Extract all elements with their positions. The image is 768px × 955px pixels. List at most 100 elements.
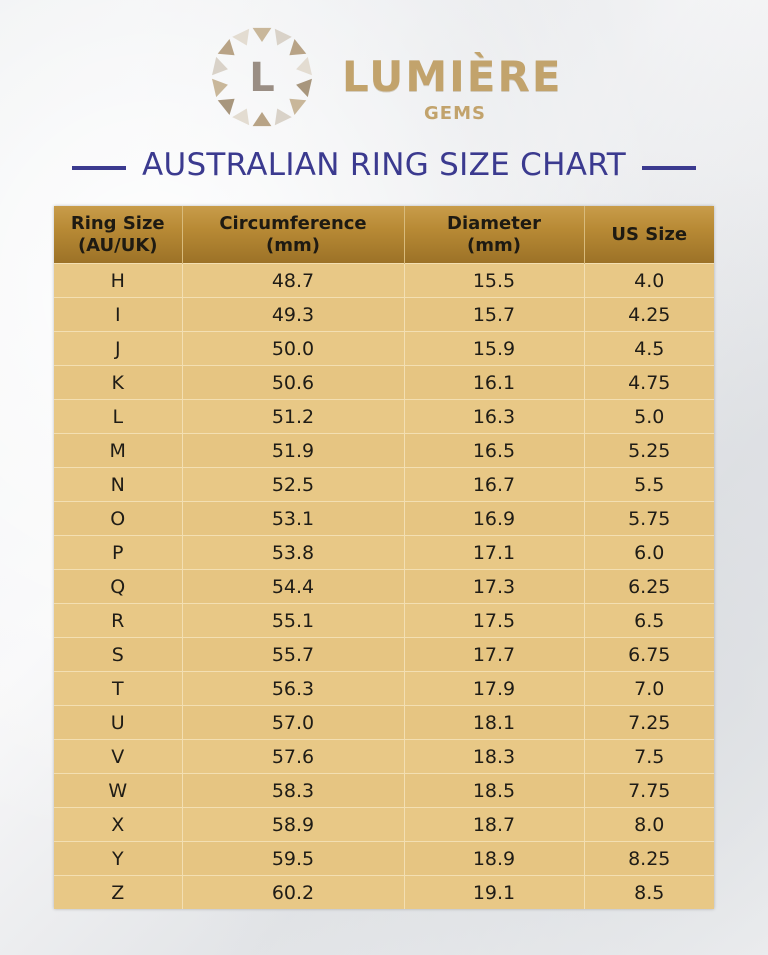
header-line: Circumference	[219, 212, 367, 234]
cell-diameter: 17.1	[404, 535, 585, 570]
cell-us-size: 6.25	[584, 569, 714, 604]
emblem-facet	[289, 39, 307, 56]
table-row: U 57.0 18.1 7.25	[54, 705, 714, 740]
cell-ring-size: Z	[54, 875, 183, 909]
emblem-facet	[274, 108, 292, 126]
cell-ring-size: O	[54, 501, 183, 536]
cell-ring-size: X	[54, 807, 183, 842]
cell-us-size: 4.5	[584, 331, 714, 366]
table-row: R 55.1 17.5 6.5	[54, 603, 714, 638]
diamond-ring-emblem-icon: L	[212, 27, 312, 127]
ring-size-table: Ring Size (AU/UK) Circumference (mm) Dia…	[54, 206, 714, 909]
cell-circumference: 50.6	[182, 365, 405, 400]
cell-ring-size: Q	[54, 569, 183, 604]
table-row: O 53.1 16.9 5.75	[54, 501, 714, 536]
header-line: (mm)	[266, 234, 320, 256]
table-row: J 50.0 15.9 4.5	[54, 331, 714, 366]
cell-ring-size: R	[54, 603, 183, 638]
cell-diameter: 17.3	[404, 569, 585, 604]
logo-letter: L	[249, 55, 275, 101]
cell-circumference: 52.5	[182, 467, 405, 502]
emblem-facet	[252, 27, 272, 42]
cell-circumference: 59.5	[182, 841, 405, 876]
table-row: Z 60.2 19.1 8.5	[54, 875, 714, 909]
cell-us-size: 6.5	[584, 603, 714, 638]
cell-diameter: 18.3	[404, 739, 585, 774]
cell-circumference: 60.2	[182, 875, 405, 909]
cell-diameter: 16.1	[404, 365, 585, 400]
table-body: H 48.7 15.5 4.0 I 49.3 15.7 4.25 J 50.0 15.9 4.5 K 50…	[54, 263, 714, 909]
title-rule-right	[642, 166, 696, 170]
cell-us-size: 8.25	[584, 841, 714, 876]
emblem-facet	[217, 98, 235, 115]
cell-us-size: 6.75	[584, 637, 714, 672]
header-line: Diameter	[447, 212, 541, 234]
cell-diameter: 15.5	[404, 263, 585, 298]
cell-diameter: 16.7	[404, 467, 585, 502]
cell-us-size: 8.5	[584, 875, 714, 909]
table-row: P 53.8 17.1 6.0	[54, 535, 714, 570]
brand-logo: L LUMIÈRE GEMS	[0, 0, 768, 150]
cell-circumference: 58.3	[182, 773, 405, 808]
cell-ring-size: P	[54, 535, 183, 570]
cell-ring-size: S	[54, 637, 183, 672]
header-line: (AU/UK)	[77, 234, 158, 256]
cell-us-size: 7.75	[584, 773, 714, 808]
table-row: K 50.6 16.1 4.75	[54, 365, 714, 400]
table-header-row: Ring Size (AU/UK) Circumference (mm) Dia…	[54, 206, 714, 264]
cell-us-size: 7.25	[584, 705, 714, 740]
emblem-facet	[232, 108, 250, 126]
chart-title-row: AUSTRALIAN RING SIZE CHART	[72, 147, 696, 187]
cell-circumference: 51.2	[182, 399, 405, 434]
table-row: X 58.9 18.7 8.0	[54, 807, 714, 842]
cell-diameter: 17.7	[404, 637, 585, 672]
cell-circumference: 53.1	[182, 501, 405, 536]
header-ring-size: Ring Size (AU/UK)	[54, 206, 183, 264]
table-row: Q 54.4 17.3 6.25	[54, 569, 714, 604]
header-circumference: Circumference (mm)	[182, 206, 405, 264]
cell-us-size: 4.25	[584, 297, 714, 332]
table-row: Y 59.5 18.9 8.25	[54, 841, 714, 876]
table-row: I 49.3 15.7 4.25	[54, 297, 714, 332]
cell-diameter: 15.9	[404, 331, 585, 366]
cell-diameter: 16.3	[404, 399, 585, 434]
header-diameter: Diameter (mm)	[404, 206, 585, 264]
cell-us-size: 5.5	[584, 467, 714, 502]
header-line: US Size	[611, 223, 688, 245]
cell-diameter: 17.9	[404, 671, 585, 706]
cell-ring-size: V	[54, 739, 183, 774]
cell-circumference: 55.1	[182, 603, 405, 638]
cell-us-size: 5.0	[584, 399, 714, 434]
cell-circumference: 57.0	[182, 705, 405, 740]
cell-us-size: 4.0	[584, 263, 714, 298]
cell-diameter: 16.9	[404, 501, 585, 536]
cell-ring-size: M	[54, 433, 183, 468]
page-title: AUSTRALIAN RING SIZE CHART	[141, 147, 627, 183]
cell-ring-size: Y	[54, 841, 183, 876]
cell-diameter: 18.7	[404, 807, 585, 842]
emblem-facet	[232, 28, 250, 46]
cell-ring-size: W	[54, 773, 183, 808]
table-row: M 51.9 16.5 5.25	[54, 433, 714, 468]
brand-name: LUMIÈRE	[342, 52, 563, 101]
cell-circumference: 48.7	[182, 263, 405, 298]
cell-diameter: 17.5	[404, 603, 585, 638]
table-row: H 48.7 15.5 4.0	[54, 263, 714, 298]
cell-us-size: 5.25	[584, 433, 714, 468]
cell-ring-size: N	[54, 467, 183, 502]
cell-us-size: 4.75	[584, 365, 714, 400]
cell-ring-size: H	[54, 263, 183, 298]
cell-circumference: 53.8	[182, 535, 405, 570]
cell-diameter: 19.1	[404, 875, 585, 909]
cell-diameter: 15.7	[404, 297, 585, 332]
emblem-facet	[212, 78, 228, 98]
brand-subtitle: GEMS	[424, 103, 486, 124]
cell-ring-size: I	[54, 297, 183, 332]
cell-diameter: 18.9	[404, 841, 585, 876]
cell-circumference: 57.6	[182, 739, 405, 774]
emblem-facet	[274, 28, 292, 46]
cell-circumference: 58.9	[182, 807, 405, 842]
cell-diameter: 18.5	[404, 773, 585, 808]
header-us-size: US Size	[584, 206, 714, 264]
cell-ring-size: T	[54, 671, 183, 706]
